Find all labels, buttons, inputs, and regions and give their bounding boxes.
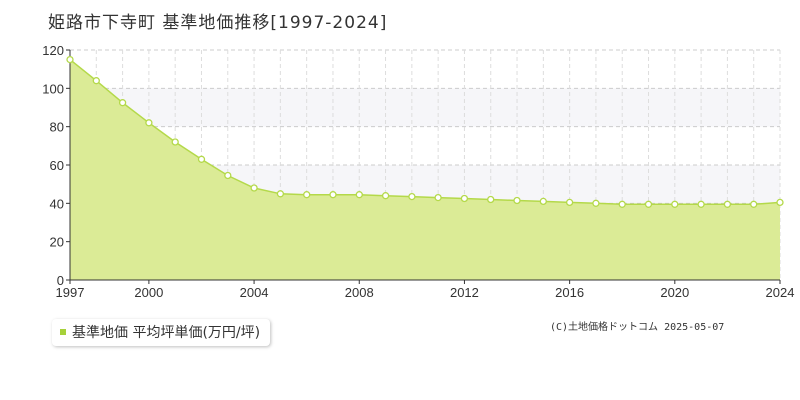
y-tick-label: 40 xyxy=(50,196,64,211)
data-point xyxy=(513,196,521,205)
x-tick-label: 2012 xyxy=(450,285,479,300)
data-point xyxy=(565,198,574,207)
y-tick-label: 80 xyxy=(50,120,64,135)
y-tick-label: 20 xyxy=(50,235,64,250)
data-point xyxy=(776,198,784,207)
data-point xyxy=(250,184,258,192)
data-point xyxy=(750,200,758,208)
legend-swatch xyxy=(60,329,66,335)
x-tick-label: 2016 xyxy=(555,285,584,300)
data-point xyxy=(303,191,311,199)
y-tick-label: 0 xyxy=(57,273,64,288)
data-point xyxy=(118,99,127,107)
data-point xyxy=(408,192,416,201)
data-point xyxy=(381,192,390,200)
data-point xyxy=(355,191,363,199)
legend: 基準地価 平均坪単価(万円/坪) xyxy=(52,319,271,346)
data-point xyxy=(697,200,705,208)
x-tick-label: 1997 xyxy=(56,285,85,300)
data-point xyxy=(618,200,626,208)
series-line xyxy=(69,59,781,206)
data-point xyxy=(276,190,285,198)
data-point xyxy=(329,191,337,199)
data-point xyxy=(723,200,732,208)
series-area xyxy=(70,59,780,280)
data-point xyxy=(592,199,600,207)
legend-label: 基準地価 平均坪単価(万円/坪) xyxy=(72,325,261,341)
grid-band xyxy=(70,88,780,127)
x-tick-label: 2020 xyxy=(660,285,689,300)
y-tick-label: 120 xyxy=(42,43,64,58)
x-tick-label: 2024 xyxy=(766,285,795,300)
x-tick-label: 2000 xyxy=(134,285,163,300)
data-point xyxy=(487,195,495,204)
data-point xyxy=(66,55,74,64)
data-point xyxy=(224,171,232,180)
y-tick-label: 100 xyxy=(42,81,64,96)
y-tick-label: 60 xyxy=(50,158,64,173)
x-tick-label: 2004 xyxy=(240,285,269,300)
x-tick-label: 2008 xyxy=(345,285,374,300)
data-point xyxy=(539,197,547,206)
data-point xyxy=(145,119,153,127)
credit-text: (C)土地価格ドットコム 2025-05-07 xyxy=(550,322,725,333)
data-point xyxy=(197,155,206,163)
data-point xyxy=(434,193,442,202)
data-point xyxy=(460,194,469,203)
data-point xyxy=(171,138,179,146)
data-point xyxy=(671,200,679,208)
chart-title: 姫路市下寺町 基準地価推移[1997-2024] xyxy=(48,13,388,33)
data-point xyxy=(644,200,653,208)
data-point xyxy=(92,77,100,85)
